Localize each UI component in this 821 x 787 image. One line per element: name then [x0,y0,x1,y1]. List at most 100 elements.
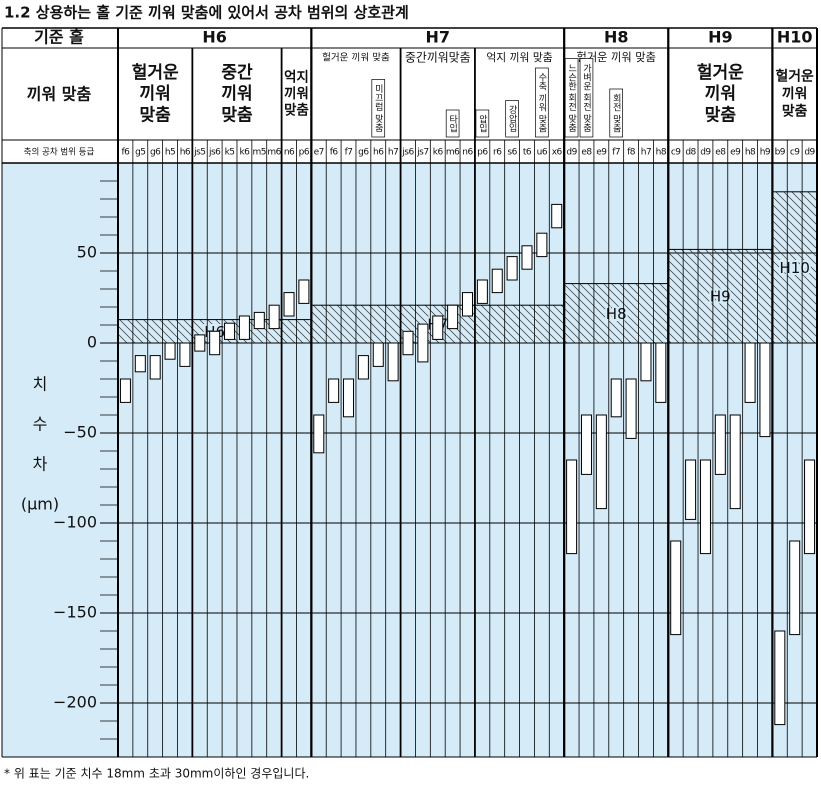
shaft-range [610,378,622,418]
shaft-label: d9 [804,148,815,158]
shaft-range [387,342,399,382]
fit-label: 헐거운 [132,62,179,83]
note-box [475,109,490,138]
shaft-label: f7 [612,148,620,158]
shaft-label: u6 [537,148,548,158]
group-label: H10 [777,28,813,47]
shaft-range [357,355,369,380]
chart-title: 1.2 상용하는 홀 기준 끼워 맞춤에 있어서 공차 범위의 상호관계 [4,4,409,22]
shaft-range [224,322,236,340]
shaft-label: g6 [358,148,369,158]
shaft-range [119,378,131,403]
shaft-range [744,342,756,403]
shaft-label: f7 [345,148,353,158]
shaft-label: m5 [253,148,267,158]
shaft-label: c9 [671,148,681,158]
shaft-range [521,245,533,270]
shaft-range [313,414,325,454]
shaft-label: f6 [330,148,339,158]
fit-label: 헐거운 [776,68,815,85]
shaft-label: e9 [596,148,607,158]
note-box [535,67,549,138]
shaft-label: js5 [193,148,205,158]
fit-label: 헐거운 끼워 맞춤 [322,52,390,64]
note-label: 압입 [477,113,487,132]
shaft-range [462,292,473,317]
note-label: 강압입 [507,105,517,132]
shaft-label: h6 [180,148,191,158]
shaft-range [774,630,786,726]
shaft-label: d9 [700,148,711,158]
shaft-label: e8 [581,148,592,158]
shaft-label: f8 [627,148,636,158]
shaft-label: k6 [239,148,250,158]
y-tick-label: −150 [53,603,97,622]
note-box [505,100,519,138]
y-tick-label: 50 [77,243,97,262]
shaft-label: e8 [715,148,726,158]
fit-label: 끼워 [284,86,309,102]
y-tick-label: −200 [53,693,97,712]
fit-label: 헐거운 끼워 맞춤 [577,50,656,64]
shaft-range [253,311,265,330]
shaft-range [194,334,206,352]
note-label: 수축 끼워 맞춤 [536,73,546,133]
hole-label: H9 [710,288,731,306]
note-label: 회전 맞춤 [611,93,621,132]
shaft-label: b9 [775,148,786,158]
shaft-label: s6 [507,148,517,158]
shaft-label: js6 [208,148,221,158]
hole-band [771,191,818,344]
y-tick-label: −100 [53,513,97,532]
note-label: 가벼운 회전 맞춤 [581,63,591,132]
hole-band [563,283,669,344]
fit-label: 끼워 [221,84,252,104]
group-label: H7 [425,28,450,47]
shaft-label: x6 [552,148,563,158]
shaft-range [699,459,711,555]
shaft-label: js6 [401,148,414,158]
shaft-range [432,315,444,340]
shaft-label: h5 [165,148,175,158]
fit-label: 끼워 [705,84,736,104]
shaft-range [209,330,221,356]
shaft-label: h6 [373,148,384,158]
shaft-range [595,414,607,510]
y-tick-label: −50 [63,423,97,442]
group-label: H9 [708,28,733,47]
shaft-range [655,342,667,403]
hole-header: 기준 홀 [34,28,84,47]
shaft-range [670,540,682,636]
shaft-range [551,203,563,229]
fit-label: 억지 끼워 맞춤 [486,51,552,64]
y-tick-label: 0 [87,333,97,352]
shaft-range [417,323,429,363]
y-axis-label: 차 [33,455,48,474]
shaft-label: k5 [225,148,235,158]
shaft-header: 축의 공차 범위 등급 [24,147,95,158]
note-box [445,109,460,138]
shaft-range [789,540,801,636]
shaft-range [268,304,280,330]
fit-label: 맞춤 [705,105,737,125]
shaft-label: g5 [135,148,145,158]
shaft-range [343,378,355,418]
shaft-label: k6 [433,148,444,158]
shaft-label: e7 [314,148,324,158]
y-axis-label: 수 [33,415,48,434]
shaft-range [580,414,592,475]
shaft-label: p6 [477,148,488,158]
footnote: * 위 표는 기준 치수 18mm 초과 30mm이하인 경우입니다. [4,767,309,781]
shaft-label: t6 [523,148,532,158]
shaft-range [149,355,161,380]
shaft-label: n6 [462,148,473,158]
y-axis-label: (μm) [21,495,59,514]
shaft-range [402,330,414,356]
shaft-range [476,279,488,304]
shaft-range [536,232,548,258]
shaft-range [804,459,816,555]
fit-label: 중간끼워맞춤 [405,51,471,65]
shaft-range [640,342,652,382]
shaft-range [447,304,459,330]
